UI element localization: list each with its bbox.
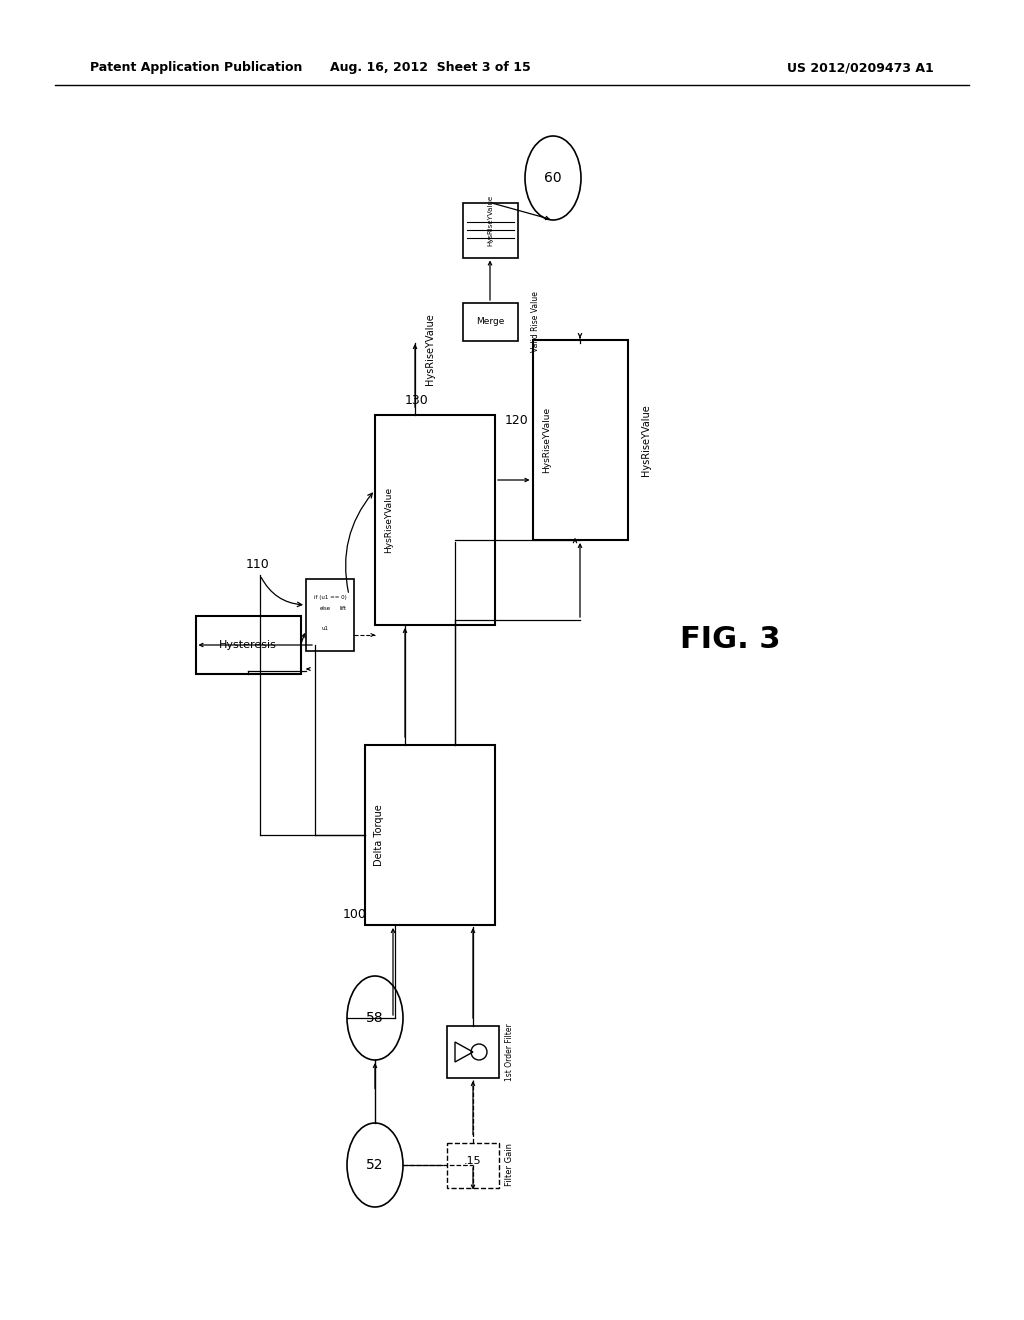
Text: Delta Torque: Delta Torque (374, 804, 384, 866)
Text: 110: 110 (246, 557, 269, 570)
Text: 1st Order Filter: 1st Order Filter (505, 1023, 513, 1081)
Text: 120: 120 (505, 413, 528, 426)
Text: u1: u1 (322, 627, 329, 631)
Text: Hysteresis: Hysteresis (219, 640, 276, 649)
Text: 52: 52 (367, 1158, 384, 1172)
Bar (447, 1026, 499, 1078)
Text: HysRiseYValue: HysRiseYValue (640, 404, 650, 477)
Text: FIG. 3: FIG. 3 (680, 626, 780, 655)
Ellipse shape (347, 975, 403, 1060)
Bar (196, 616, 300, 675)
Text: HysRiseYValue: HysRiseYValue (384, 487, 393, 553)
Text: Valid Rise Value: Valid Rise Value (531, 292, 540, 352)
Bar (447, 1143, 499, 1188)
Text: Filter Gain: Filter Gain (505, 1143, 513, 1187)
Bar (365, 744, 495, 925)
Text: else: else (319, 606, 331, 611)
Bar (463, 304, 517, 341)
Text: lift: lift (340, 606, 347, 611)
Text: .15: .15 (464, 1156, 482, 1166)
Text: 130: 130 (406, 393, 429, 407)
Text: HysRiseYValue: HysRiseYValue (542, 407, 551, 473)
Text: US 2012/0209473 A1: US 2012/0209473 A1 (787, 62, 934, 74)
Bar (306, 579, 354, 651)
Text: 100: 100 (343, 908, 367, 921)
Ellipse shape (347, 1123, 403, 1206)
Text: 60: 60 (544, 172, 562, 185)
Text: HysRiseYValue: HysRiseYValue (425, 313, 435, 385)
Bar (532, 341, 628, 540)
Text: 58: 58 (367, 1011, 384, 1026)
Bar (375, 414, 495, 624)
Bar (463, 202, 517, 257)
Text: Patent Application Publication: Patent Application Publication (90, 62, 302, 74)
Text: Merge: Merge (476, 318, 504, 326)
Text: HysRiseYValue: HysRiseYValue (487, 194, 493, 246)
Text: if (u1 == 0): if (u1 == 0) (313, 594, 346, 599)
Ellipse shape (525, 136, 581, 220)
Text: Aug. 16, 2012  Sheet 3 of 15: Aug. 16, 2012 Sheet 3 of 15 (330, 62, 530, 74)
